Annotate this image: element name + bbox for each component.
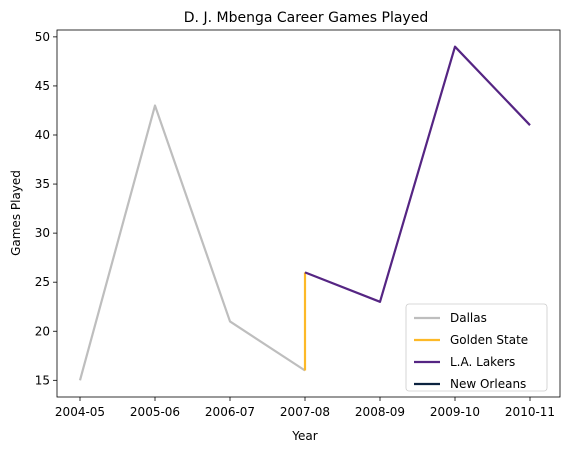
y-axis-label: Games Played bbox=[9, 170, 23, 256]
series-line-dallas bbox=[78, 104, 306, 381]
legend-label-golden-state: Golden State bbox=[450, 333, 528, 347]
legend-label-l-a-lakers: L.A. Lakers bbox=[450, 355, 515, 369]
x-tick-label: 2010-11 bbox=[505, 405, 555, 419]
y-tick-label: 30 bbox=[35, 226, 50, 240]
x-tick-label: 2004-05 bbox=[55, 405, 105, 419]
x-axis: 2004-05 2005-06 2006-07 2007-08 2008-09 2009-… bbox=[55, 397, 555, 419]
x-tick-label: 2007-08 bbox=[280, 405, 330, 419]
chart-title: D. J. Mbenga Career Games Played bbox=[184, 10, 428, 26]
y-tick-label: 25 bbox=[35, 275, 50, 289]
x-tick-label: 2006-07 bbox=[205, 405, 255, 419]
x-tick-label: 2008-09 bbox=[355, 405, 405, 419]
x-tick-label: 2005-06 bbox=[130, 405, 180, 419]
series-layer bbox=[78, 45, 531, 381]
y-tick-label: 45 bbox=[35, 79, 50, 93]
legend-box bbox=[405, 303, 548, 392]
y-tick-label: 40 bbox=[35, 128, 50, 142]
y-tick-label: 15 bbox=[35, 373, 50, 387]
y-tick-label: 35 bbox=[35, 177, 50, 191]
legend: Dallas Golden State L.A. Lakers New Orleans bbox=[405, 303, 548, 392]
legend-label-dallas: Dallas bbox=[450, 311, 487, 325]
y-axis: 15 20 25 30 35 40 45 50 bbox=[35, 30, 57, 387]
plot-frame bbox=[56, 29, 561, 398]
legend-label-new-orleans: New Orleans bbox=[450, 377, 526, 391]
x-tick-label: 2009-10 bbox=[430, 405, 480, 419]
x-axis-label: Year bbox=[291, 429, 317, 443]
y-tick-label: 20 bbox=[35, 324, 50, 338]
y-tick-label: 50 bbox=[35, 30, 50, 44]
series-line-l-a-lakers bbox=[304, 45, 531, 303]
